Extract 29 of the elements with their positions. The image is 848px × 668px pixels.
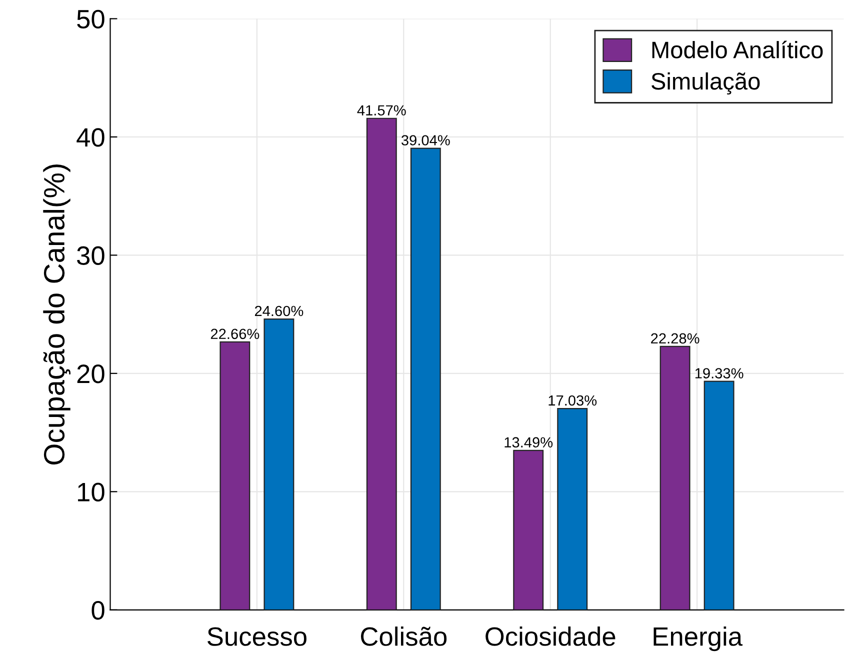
bar bbox=[264, 318, 294, 610]
y-tick-label: 10 bbox=[78, 482, 104, 502]
data-label: 17.03% bbox=[548, 395, 597, 406]
x-tick-label: Ociosidade bbox=[486, 626, 616, 646]
x-tick-label: Sucesso bbox=[208, 627, 306, 646]
bar bbox=[366, 118, 397, 610]
data-label: 24.60% bbox=[254, 306, 304, 316]
bar bbox=[557, 408, 588, 610]
bar bbox=[220, 341, 250, 610]
legend-label: Modelo Analítico bbox=[652, 40, 823, 58]
y-tick-label: 0 bbox=[92, 601, 104, 620]
y-axis-title: Ocupação do Canal(%) bbox=[43, 164, 70, 464]
data-label: 22.66% bbox=[210, 328, 260, 340]
y-tick-label: 30 bbox=[77, 246, 104, 265]
data-label: 41.57% bbox=[357, 105, 406, 116]
x-tick-label: Energia bbox=[654, 626, 743, 652]
bar bbox=[513, 450, 544, 610]
data-label: 19.33% bbox=[695, 368, 744, 378]
bar bbox=[410, 148, 441, 610]
bar bbox=[660, 346, 690, 610]
x-tick-label: Colisão bbox=[360, 626, 447, 646]
y-tick-label: 50 bbox=[77, 10, 104, 29]
data-label: 22.28% bbox=[651, 333, 700, 344]
legend-label: Simulação bbox=[652, 72, 760, 94]
y-tick-label: 40 bbox=[76, 128, 104, 147]
data-label: 13.49% bbox=[504, 437, 553, 448]
y-tick-label: 20 bbox=[77, 364, 104, 384]
bar bbox=[704, 380, 734, 610]
data-label: 39.04% bbox=[401, 135, 450, 146]
